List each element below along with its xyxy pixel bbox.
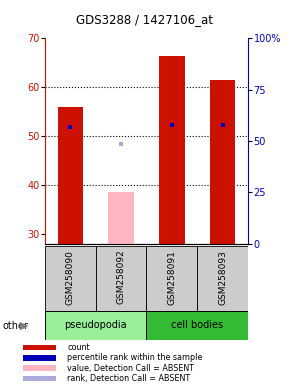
Bar bbox=[23, 345, 56, 351]
Text: rank, Detection Call = ABSENT: rank, Detection Call = ABSENT bbox=[67, 374, 191, 383]
Bar bbox=[210, 80, 235, 244]
Text: cell bodies: cell bodies bbox=[171, 320, 223, 331]
Bar bbox=[45, 246, 96, 311]
Bar bbox=[159, 56, 184, 244]
Bar bbox=[58, 107, 83, 244]
Bar bbox=[23, 376, 56, 381]
Text: GSM258093: GSM258093 bbox=[218, 250, 227, 305]
Text: percentile rank within the sample: percentile rank within the sample bbox=[67, 353, 203, 362]
Bar bbox=[45, 311, 146, 340]
Bar bbox=[146, 311, 248, 340]
Text: GDS3288 / 1427106_at: GDS3288 / 1427106_at bbox=[77, 13, 213, 26]
Text: value, Detection Call = ABSENT: value, Detection Call = ABSENT bbox=[67, 364, 194, 372]
Bar bbox=[23, 366, 56, 371]
Text: other: other bbox=[3, 321, 29, 331]
Bar bbox=[146, 246, 197, 311]
Bar bbox=[108, 192, 134, 244]
Text: pseudopodia: pseudopodia bbox=[64, 320, 127, 331]
Text: count: count bbox=[67, 343, 90, 352]
Text: GSM258091: GSM258091 bbox=[167, 250, 176, 305]
Text: ▶: ▶ bbox=[20, 321, 29, 331]
Text: GSM258090: GSM258090 bbox=[66, 250, 75, 305]
Text: GSM258092: GSM258092 bbox=[117, 250, 126, 305]
Bar bbox=[197, 246, 248, 311]
Bar bbox=[96, 246, 146, 311]
Bar bbox=[23, 355, 56, 361]
